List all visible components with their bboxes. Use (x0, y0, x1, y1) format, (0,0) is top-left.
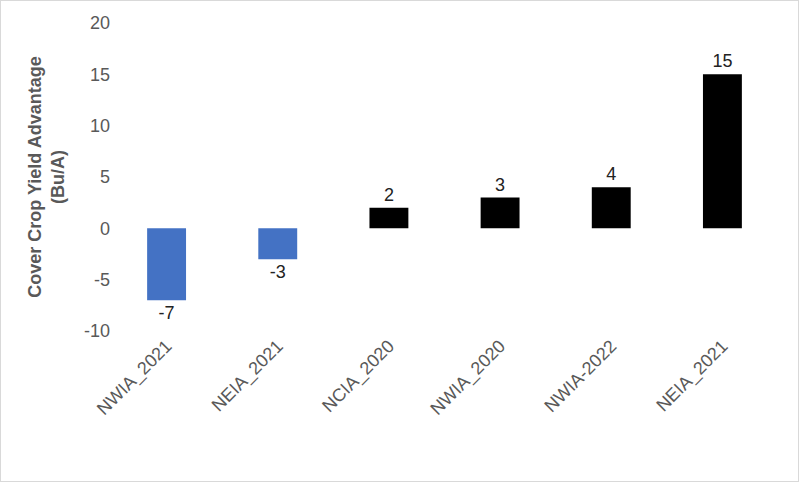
svg-text:-3: -3 (270, 262, 286, 282)
svg-text:15: 15 (712, 51, 732, 71)
svg-text:NWIA-2022: NWIA-2022 (541, 336, 621, 416)
svg-text:NCIA_2020: NCIA_2020 (318, 336, 399, 417)
svg-text:NEIA_2021: NEIA_2021 (652, 336, 732, 416)
svg-text:5: 5 (100, 167, 110, 187)
svg-text:3: 3 (495, 175, 505, 195)
svg-text:-10: -10 (84, 321, 110, 341)
svg-text:NEIA_2021: NEIA_2021 (208, 336, 288, 416)
svg-text:-5: -5 (94, 270, 110, 290)
svg-text:20: 20 (90, 13, 110, 33)
svg-text:0: 0 (100, 219, 110, 239)
svg-text:4: 4 (606, 164, 616, 184)
svg-text:NWIA_2020: NWIA_2020 (426, 336, 509, 419)
svg-text:Cover Crop Yield Advantage(Bu/: Cover Crop Yield Advantage(Bu/A) (25, 56, 68, 297)
svg-text:-7: -7 (159, 303, 175, 323)
svg-text:NWIA_2021: NWIA_2021 (93, 336, 176, 419)
svg-text:15: 15 (90, 65, 110, 85)
svg-text:2: 2 (384, 185, 394, 205)
svg-text:10: 10 (90, 116, 110, 136)
